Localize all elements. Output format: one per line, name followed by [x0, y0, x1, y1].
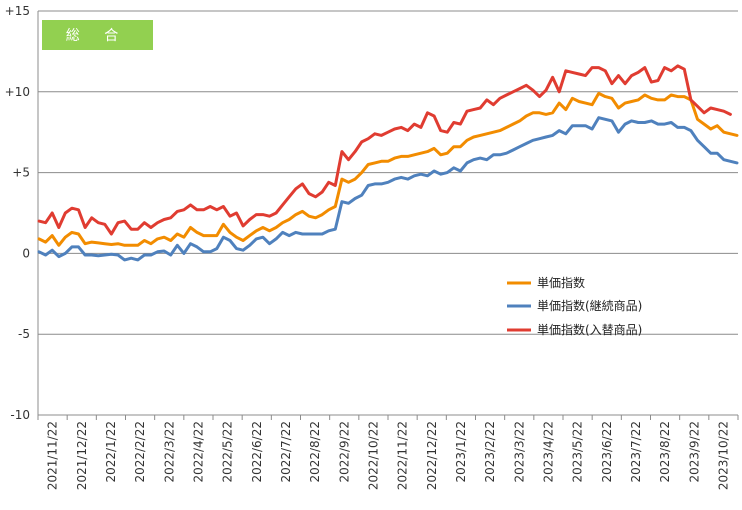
x-tick-label: 2022/4/22	[191, 421, 205, 483]
legend-label: 単価指数(入替商品)	[537, 322, 642, 337]
y-axis-ticks: +15 +10 +5 0 -5 -10	[5, 4, 30, 422]
x-tick-label: 2022/3/22	[162, 421, 176, 483]
series-line	[37, 64, 732, 236]
title-badge-background	[42, 20, 153, 50]
x-tick-label: 2021/11/22	[46, 421, 60, 490]
x-tick-label: 2023/3/22	[512, 421, 526, 483]
x-tick-label: 2022/6/22	[250, 421, 264, 483]
legend-label: 単価指数	[537, 275, 585, 290]
x-tick-label: 2022/10/22	[366, 421, 380, 490]
y-tick-label: -5	[18, 327, 30, 341]
x-tick-label: 2023/6/22	[600, 421, 614, 483]
chart-title: 総 合	[66, 28, 128, 44]
x-axis-ticks: 2021/11/22 2021/12/22 2022/1/22 2022/2/22 20…	[37, 415, 739, 490]
x-tick-label: 2023/7/22	[629, 421, 643, 483]
x-tick-label: 2022/5/22	[221, 421, 235, 483]
x-tick-label: 2022/2/22	[133, 421, 147, 483]
x-tick-label: 2023/8/22	[658, 421, 672, 483]
x-tick-label: 2023/9/22	[687, 421, 701, 483]
x-tick-label: 2022/12/22	[425, 421, 439, 490]
y-tick-label: -10	[10, 408, 30, 422]
x-tick-label: 2022/1/22	[104, 421, 118, 483]
series-line	[37, 116, 739, 262]
x-tick-label: 2021/12/22	[75, 421, 89, 490]
y-tick-label: +15	[5, 4, 30, 18]
y-tick-label: +5	[12, 166, 30, 180]
x-tick-label: 2022/7/22	[279, 421, 293, 483]
x-tick-label: 2022/8/22	[308, 421, 322, 483]
gridlines	[37, 10, 738, 416]
legend-label: 単価指数(継続商品)	[537, 298, 642, 313]
chart-title-badge: 総 合	[42, 20, 153, 50]
y-tick-label: +10	[5, 85, 30, 99]
x-tick-label: 2023/4/22	[541, 421, 555, 483]
x-tick-label: 2023/5/22	[571, 421, 585, 483]
y-tick-label: 0	[22, 246, 30, 260]
x-tick-label: 2022/11/22	[396, 421, 410, 490]
series-line	[37, 91, 739, 247]
x-tick-label: 2023/1/22	[454, 421, 468, 483]
x-tick-label: 2022/9/22	[337, 421, 351, 483]
x-tick-label: 2023/10/22	[716, 421, 730, 490]
x-tick-label: 2023/2/22	[483, 421, 497, 483]
series-lines	[37, 64, 739, 262]
